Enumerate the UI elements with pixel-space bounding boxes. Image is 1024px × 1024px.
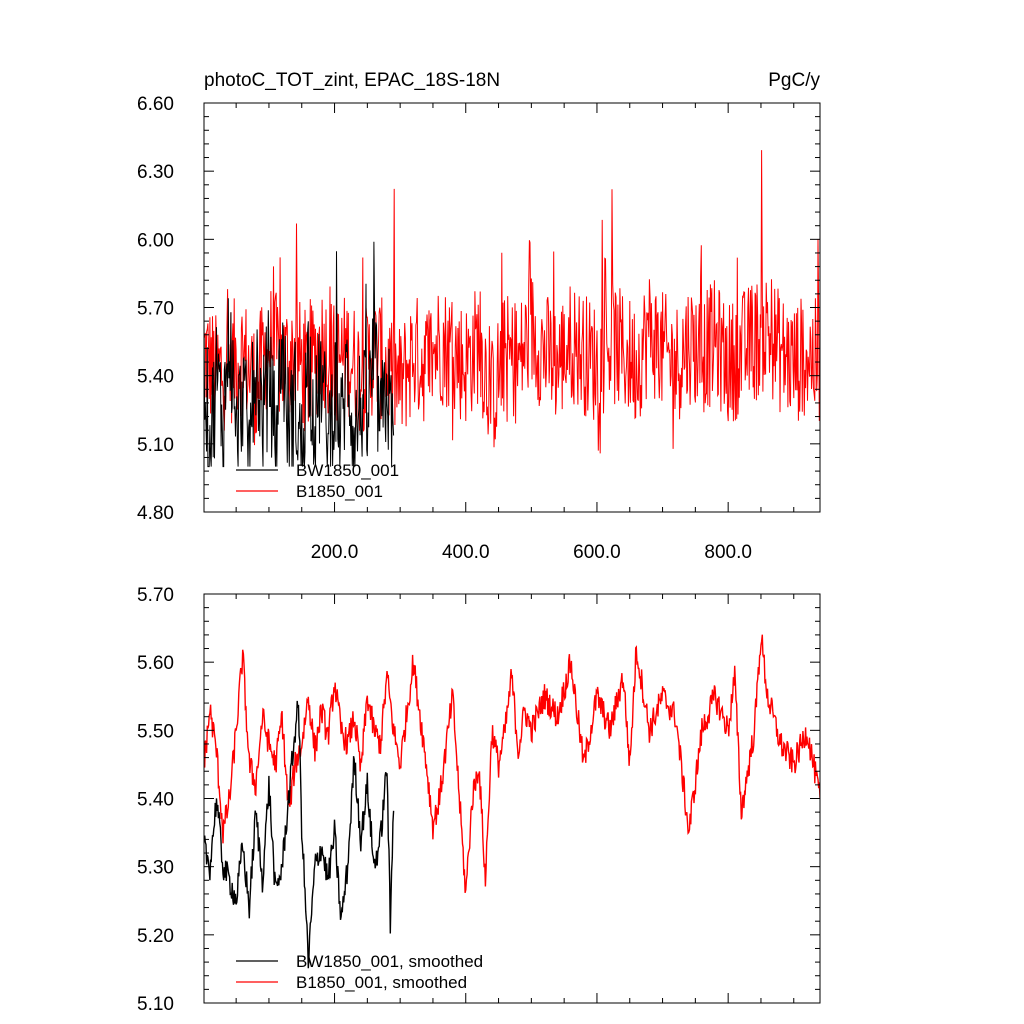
top-xtick-label: 800.0 [704,542,752,563]
bottom-ytick-label: 5.70 [137,585,174,606]
bottom-series-line-0 [204,700,395,969]
bottom-legend: BW1850_001, smoothed B1850_001, smoothed [236,952,483,992]
bottom-legend-label-0: BW1850_001, smoothed [296,952,483,971]
top-x-axis: 200.0 400.0 600.0 800.0 [235,103,795,563]
bottom-panel: 5.70 5.60 5.50 5.40 5.30 5.20 5.10 BW1850_001,… [137,585,821,1015]
bottom-series-layer [204,634,820,969]
bottom-legend-label-1: B1850_001, smoothed [296,973,467,992]
bottom-y-axis: 5.70 5.60 5.50 5.40 5.30 5.20 5.10 [137,585,820,1015]
top-ytick-label: 5.40 [137,367,174,388]
bottom-ytick-label: 5.50 [137,721,174,742]
top-legend-label-0: BW1850_001 [296,461,399,480]
top-ytick-label: 5.70 [137,299,174,320]
top-ytick-label: 4.80 [137,503,174,524]
bottom-ytick-label: 5.10 [137,994,174,1015]
bottom-ytick-label: 5.30 [137,858,174,879]
top-ytick-label: 6.60 [137,94,174,115]
top-panel: photoC_TOT_zint, EPAC_18S-18N PgC/y 6.60… [137,70,821,563]
bottom-ytick-label: 5.40 [137,790,174,811]
top-series-layer [204,150,820,468]
top-title-right: PgC/y [768,70,820,91]
top-y-axis: 6.60 6.30 6.00 5.70 5.40 5.10 4.80 [137,94,820,524]
top-series-line-0 [204,241,395,468]
bottom-ytick-label: 5.60 [137,653,174,674]
top-ytick-label: 6.00 [137,230,174,251]
top-series-line-1 [204,150,820,454]
top-xtick-label: 200.0 [311,542,359,563]
top-xtick-label: 600.0 [573,542,621,563]
bottom-plot-frame [203,593,821,1004]
top-legend-label-1: B1850_001 [296,482,383,501]
top-xtick-label: 400.0 [442,542,490,563]
top-title-left: photoC_TOT_zint, EPAC_18S-18N [204,70,500,91]
bottom-ytick-label: 5.20 [137,926,174,947]
top-ytick-label: 6.30 [137,162,174,183]
bottom-x-axis [235,594,795,1003]
top-legend: BW1850_001 B1850_001 [236,461,399,501]
bottom-series-line-1 [204,634,820,893]
top-ytick-label: 5.10 [137,435,174,456]
